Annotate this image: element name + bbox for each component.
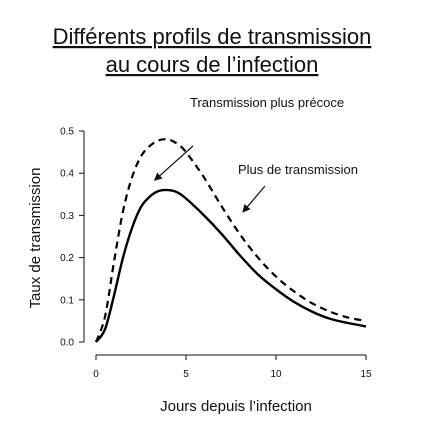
y-tick-label: 0.2 bbox=[60, 253, 74, 264]
y-tick-label: 0.4 bbox=[60, 169, 74, 180]
series-line-solid bbox=[95, 188, 367, 343]
annotation-arrow-earlier bbox=[153, 145, 194, 181]
y-ticks: 0.0 0.1 0.2 0.3 0.4 0.5 bbox=[60, 127, 84, 349]
y-tick-label: 0.1 bbox=[60, 295, 74, 306]
x-axis-label: Jours depuis l’infection bbox=[160, 398, 312, 415]
annotation-more-transmission: Plus de transmission bbox=[238, 162, 358, 177]
y-tick-label: 0.5 bbox=[60, 127, 74, 138]
chart-title-line2: au cours de l’infection bbox=[106, 52, 319, 77]
y-axis-label: Taux de transmission bbox=[27, 168, 44, 309]
x-ticks: 0 5 10 15 bbox=[93, 355, 372, 380]
series-group bbox=[94, 138, 367, 343]
x-tick-label: 0 bbox=[93, 369, 99, 380]
x-tick-label: 10 bbox=[270, 369, 282, 380]
annotation-earlier-transmission: Transmission plus précoce bbox=[190, 95, 344, 110]
y-tick-label: 0.3 bbox=[60, 211, 74, 222]
y-tick-label: 0.0 bbox=[60, 338, 74, 349]
series-line-dashed bbox=[94, 138, 367, 343]
x-tick-label: 15 bbox=[360, 369, 372, 380]
x-tick-label: 5 bbox=[183, 369, 189, 380]
annotation-arrow-more bbox=[242, 185, 266, 213]
chart-title-line1: Différents profils de transmission bbox=[53, 24, 372, 49]
